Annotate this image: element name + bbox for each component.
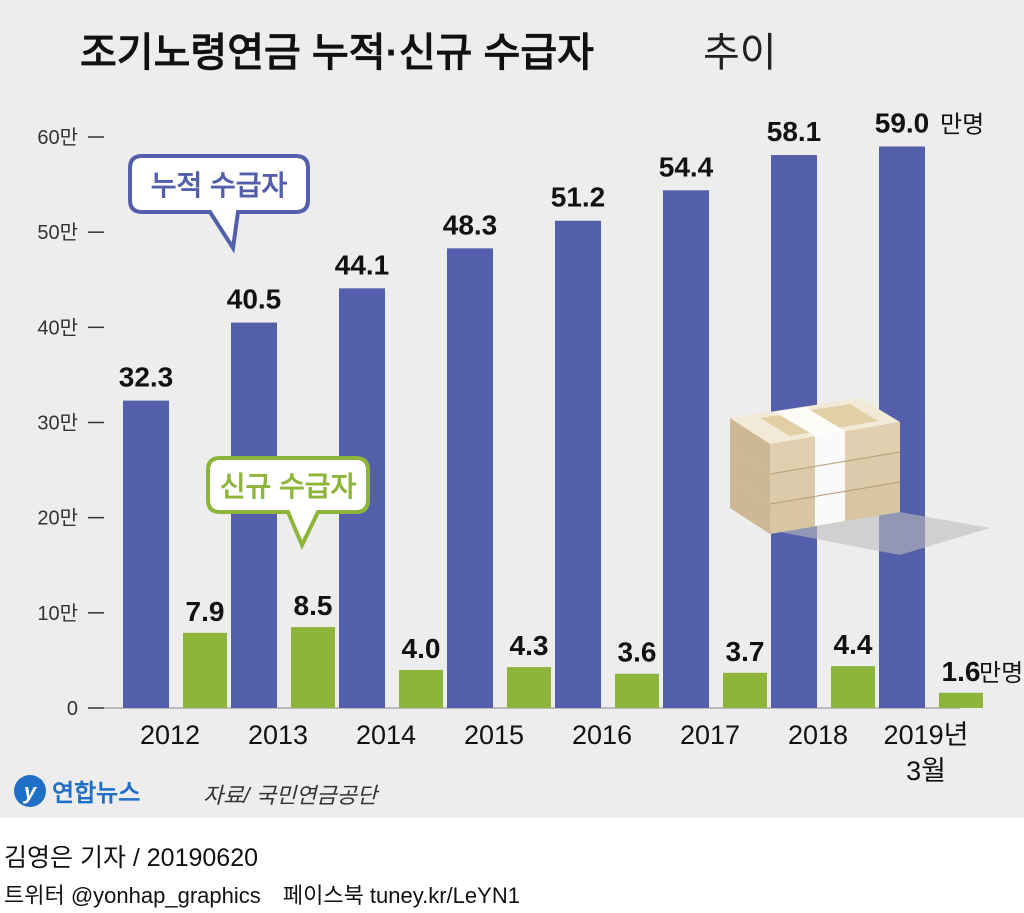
legend-label: 누적 수급자 [151, 170, 288, 201]
bar-new [507, 667, 551, 708]
data-label-cumulative: 32.3 [119, 362, 174, 393]
social-line: 트위터 @yonhap_graphics 페이스북 tuney.kr/LeYN1 [4, 878, 536, 910]
bar-new [831, 666, 875, 708]
unit-label: 만명 [979, 660, 1023, 687]
bar-cumulative [555, 220, 601, 708]
chart-title: 조기노령연금 누적·신규 수급자 [80, 31, 594, 75]
legend-bubble [206, 456, 370, 550]
x-axis: 2012 2013 2014 2015 2016 2017 2018 2019년 3월 [140, 720, 968, 786]
y-tick-label: 60만 [37, 126, 78, 149]
data-label-new: 8.5 [294, 590, 333, 621]
money-stack-illustration [730, 398, 990, 555]
legend-cumulative: 누적 수급자 [128, 154, 310, 254]
data-label-new: 3.6 [618, 637, 657, 668]
x-tick-label: 2018 [788, 720, 848, 750]
legend-bubble [128, 154, 310, 254]
bars [123, 146, 983, 708]
source-note: 자료/ 국민연금공단 [203, 783, 380, 808]
x-tick-label: 2017 [680, 720, 740, 750]
y-tick-label: 0 [67, 698, 78, 720]
data-labels: 32.3 7.9 40.5 8.5 44.1 4.0 48.3 4.3 51.2 3.6 54.4 3… [119, 108, 1023, 687]
bar-cumulative [447, 248, 493, 708]
data-label-cumulative: 58.1 [767, 116, 822, 147]
bar-new [939, 692, 983, 708]
y-tick-label: 50만 [37, 221, 78, 244]
yonhap-logo: y 연합뉴스 [14, 775, 140, 807]
bar-new [183, 632, 227, 708]
data-label-cumulative: 59.0 [875, 108, 930, 139]
data-label-new: 7.9 [186, 596, 225, 627]
data-label-new: 1.6 [942, 656, 981, 687]
credit-line: 김영은 기자 / 20190620 [4, 844, 259, 872]
data-label-cumulative: 48.3 [443, 209, 498, 240]
legend-new: 신규 수급자 [206, 456, 370, 550]
y-tick-label: 10만 [37, 602, 78, 625]
bar-cumulative [663, 190, 709, 708]
bar-new [615, 673, 659, 708]
y-tick-label: 20만 [37, 507, 78, 530]
x-tick-label: 2016 [572, 720, 632, 750]
y-tick-label: 30만 [37, 412, 78, 435]
data-label-new: 4.3 [510, 630, 549, 661]
x-tick-label: 2012 [140, 720, 200, 750]
logo-text: 연합뉴스 [52, 780, 140, 807]
facebook-link[interactable]: 페이스북 tuney.kr/LeYN1 [282, 883, 520, 908]
bar-new [399, 669, 443, 708]
x-tick-label: 2013 [248, 720, 308, 750]
x-tick-label: 2014 [356, 720, 416, 750]
data-label-new: 4.0 [402, 633, 441, 664]
logo-icon [14, 775, 46, 807]
chart-title-sub: 추이 [703, 31, 777, 75]
bar-cumulative [231, 322, 277, 708]
twitter-handle[interactable]: 트위터 @yonhap_graphics [4, 883, 261, 908]
chart-panel: 조기노령연금 누적·신규 수급자 추이 0 10만 20만 30만 40만 50만 60만 … [0, 0, 1024, 818]
bar-cumulative [123, 400, 169, 708]
bar-new [291, 627, 335, 708]
y-tick-label: 40만 [37, 316, 78, 339]
x-tick-label: 3월 [906, 756, 946, 786]
data-label-cumulative: 44.1 [335, 249, 390, 280]
data-label-new: 4.4 [834, 629, 873, 660]
data-label-cumulative: 51.2 [551, 182, 606, 213]
bar-new [723, 672, 767, 708]
data-label-cumulative: 40.5 [227, 284, 282, 315]
data-label-new: 3.7 [726, 636, 765, 667]
chart: 조기노령연금 누적·신규 수급자 추이 010만20만30만40만50만60만 … [14, 31, 1023, 808]
x-tick-label: 2019년 [884, 720, 969, 750]
unit-label: 만명 [940, 112, 984, 139]
legend-label: 신규 수급자 [220, 471, 357, 502]
data-label-cumulative: 54.4 [659, 151, 714, 182]
svg-text:y: y [23, 779, 38, 804]
x-tick-label: 2015 [464, 720, 524, 750]
